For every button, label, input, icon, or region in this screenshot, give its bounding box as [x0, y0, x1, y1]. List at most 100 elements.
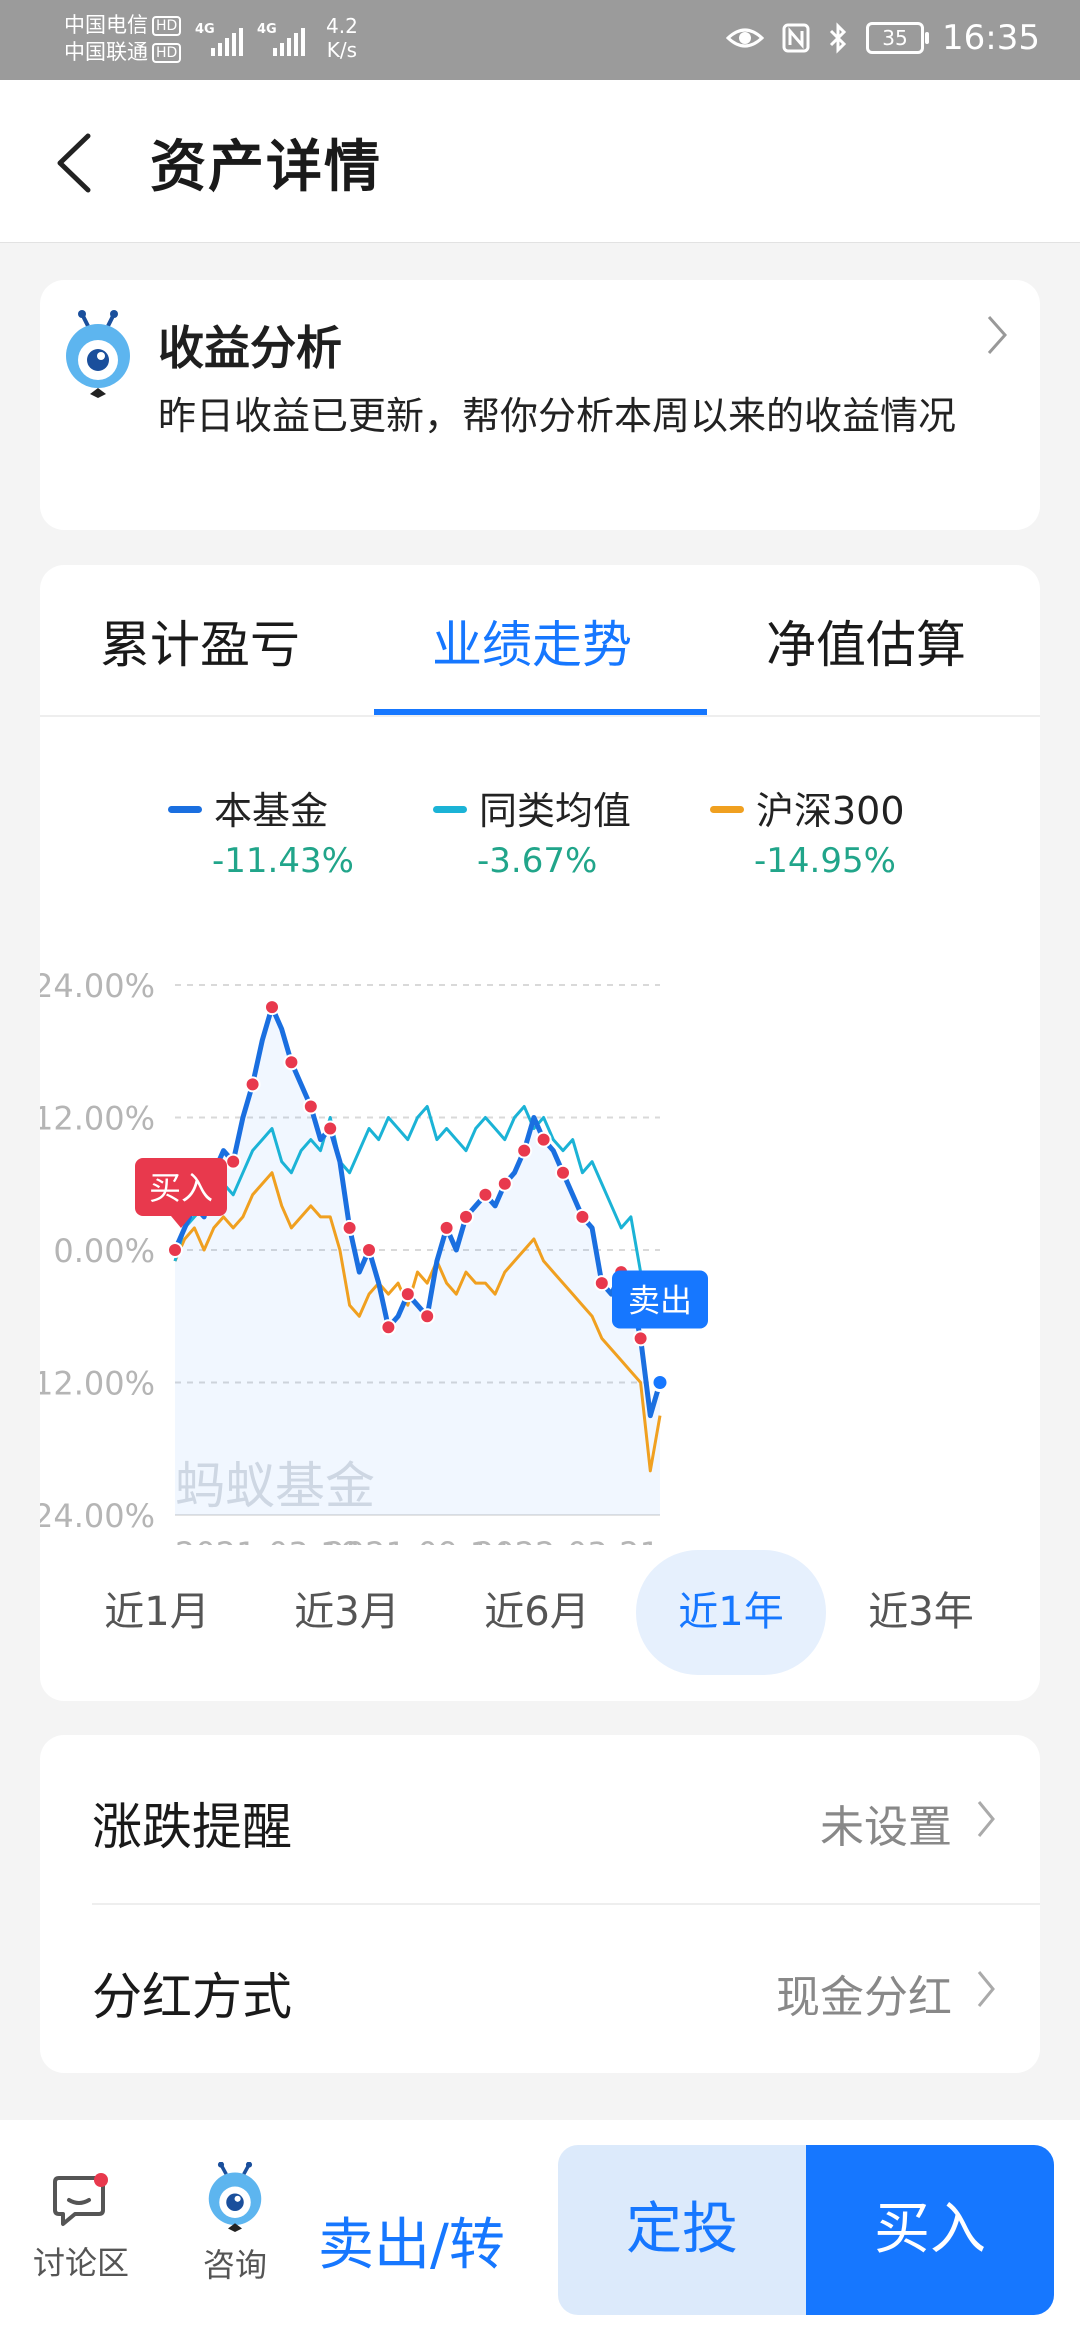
- bottom-action-bar: 讨论区 咨询 卖出/转 定投 买入: [0, 2120, 1080, 2340]
- legend-value: -14.95%: [754, 841, 896, 881]
- performance-chart[interactable]: 24.00% 12.00% 0.00% -12.00% -24.00% 2021-03-1…: [40, 915, 1040, 1545]
- fund-point: [535, 1131, 552, 1148]
- buy-button[interactable]: 买入: [806, 2145, 1054, 2315]
- tab-bar: 累计盈亏 业绩走势 净值估算: [40, 565, 1040, 717]
- legend-value: -11.43%: [212, 841, 354, 881]
- fund-point: [380, 1319, 397, 1336]
- tab-performance-trend[interactable]: 业绩走势: [432, 616, 632, 674]
- range-6m[interactable]: 近6月: [484, 1589, 590, 1635]
- fund-point: [593, 1275, 610, 1292]
- fund-point: [477, 1186, 494, 1203]
- fund-point: [516, 1142, 533, 1159]
- analysis-description: 昨日收益已更新，帮你分析本周以来的收益情况: [158, 394, 957, 438]
- bluetooth-icon: [829, 22, 847, 54]
- battery-icon: 35: [866, 22, 930, 54]
- y-tick-label: 12.00%: [40, 1100, 155, 1138]
- dividend-method-value: 现金分红: [776, 1972, 952, 2023]
- fund-point: [361, 1242, 377, 1258]
- fund-point: [574, 1208, 591, 1225]
- settings-card: 涨跌提醒 未设置 分红方式 现金分红: [40, 1735, 1040, 2073]
- buy-marker-label: 买入: [149, 1169, 213, 1207]
- carrier-2: 中国联通: [64, 40, 148, 64]
- consult-button[interactable]: 咨询: [180, 2161, 290, 2286]
- fund-point: [399, 1286, 416, 1303]
- status-bar: 中国电信 HD 中国联通 HD 4G 4G 4.2 K/s 35 16:35: [0, 0, 1080, 80]
- range-3y[interactable]: 近3年: [868, 1589, 974, 1635]
- network-type: 4G: [257, 22, 277, 37]
- y-tick-label: 24.00%: [40, 967, 155, 1005]
- sell-transfer-button[interactable]: 卖出/转: [318, 2213, 505, 2278]
- chevron-right-icon: [987, 316, 1008, 354]
- legend-item-fund: 本基金 -11.43%: [168, 780, 354, 881]
- income-analysis-card[interactable]: 收益分析 昨日收益已更新，帮你分析本周以来的收益情况: [40, 280, 1040, 530]
- network-speed: 4.2 K/s: [326, 14, 358, 62]
- sell-marker-label: 卖出: [628, 1282, 692, 1320]
- carrier-1: 中国电信: [64, 13, 148, 37]
- range-1y[interactable]: 近1年: [636, 1550, 826, 1675]
- app-header: 资产详情: [0, 80, 1080, 243]
- divider: [92, 1903, 1040, 1905]
- chat-bubble-icon: [53, 2173, 108, 2226]
- buy-marker: [135, 1158, 227, 1216]
- discussion-label: 讨论区: [32, 2244, 129, 2282]
- ant-mascot-icon: [66, 310, 130, 398]
- active-tab-indicator: [374, 709, 707, 715]
- fund-line: [172, 1004, 663, 1419]
- legend-value: -3.67%: [477, 841, 598, 881]
- ant-mascot-icon: [208, 2161, 262, 2232]
- x-tick-label: 2021-03-19: [175, 1535, 361, 1545]
- speed-unit: K/s: [326, 38, 358, 62]
- legend-line-icon: [433, 806, 467, 813]
- dividend-method-row[interactable]: 分红方式 现金分红: [40, 1905, 1040, 2073]
- legend-name: 沪深300: [756, 789, 905, 833]
- tab-cumulative-pnl[interactable]: 累计盈亏: [100, 616, 300, 674]
- back-arrow-icon[interactable]: [48, 128, 108, 198]
- consult-label: 咨询: [202, 2246, 267, 2284]
- nfc-icon: [782, 23, 810, 53]
- watermark: 蚂蚁基金: [175, 1457, 375, 1515]
- performance-card: 累计盈亏 业绩走势 净值估算 本基金 -11.43% 同类均值 -3.67% 沪…: [40, 565, 1040, 1701]
- signal-icon: 4G: [195, 22, 243, 56]
- auto-invest-button[interactable]: 定投: [558, 2145, 806, 2315]
- page-title: 资产详情: [150, 135, 382, 200]
- sell-marker: [612, 1270, 708, 1329]
- time-range-selector: 近1月 近3月 近6月 近1年 近3年: [40, 1550, 1040, 1675]
- y-tick-label: -24.00%: [40, 1497, 155, 1535]
- price-alert-label: 涨跌提醒: [92, 1798, 292, 1856]
- analysis-title: 收益分析: [158, 321, 342, 375]
- fund-end-point: [650, 1373, 670, 1392]
- price-alert-value: 未设置: [820, 1802, 952, 1853]
- fund-point: [341, 1219, 358, 1236]
- fund-point: [496, 1175, 513, 1192]
- fund-point: [225, 1153, 242, 1170]
- range-1m[interactable]: 近1月: [104, 1589, 210, 1635]
- fund-point: [302, 1098, 319, 1115]
- chevron-right-icon: [977, 1971, 995, 2007]
- fund-point: [419, 1308, 436, 1325]
- fund-point: [264, 999, 280, 1016]
- csi300-line: [173, 1171, 662, 1473]
- range-3m[interactable]: 近3月: [294, 1589, 400, 1635]
- tab-nav-estimate[interactable]: 净值估算: [766, 616, 966, 674]
- legend-name: 本基金: [214, 789, 329, 833]
- legend-line-icon: [168, 806, 202, 813]
- network-type: 4G: [195, 22, 215, 37]
- fund-point: [555, 1164, 571, 1181]
- fund-point: [632, 1330, 649, 1347]
- signal-icons: 4G 4G: [195, 22, 305, 56]
- discussion-button[interactable]: 讨论区: [26, 2172, 136, 2284]
- fund-point: [438, 1219, 455, 1236]
- price-alert-row[interactable]: 涨跌提醒 未设置: [40, 1735, 1040, 1905]
- legend-name: 同类均值: [479, 789, 632, 833]
- carrier-info: 中国电信 HD 中国联通 HD: [64, 12, 182, 66]
- fund-point: [322, 1120, 339, 1137]
- signal-icon: 4G: [257, 22, 305, 56]
- legend-item-csi300: 沪深300 -14.95%: [710, 780, 905, 881]
- clock: 16:35: [942, 18, 1040, 58]
- peer-average-line: [173, 1104, 662, 1307]
- fund-point: [283, 1054, 300, 1071]
- dividend-method-label: 分红方式: [92, 1968, 292, 2026]
- hd-badge: HD: [152, 16, 182, 36]
- legend-line-icon: [710, 806, 744, 813]
- buy-marker-pointer: [171, 1216, 191, 1228]
